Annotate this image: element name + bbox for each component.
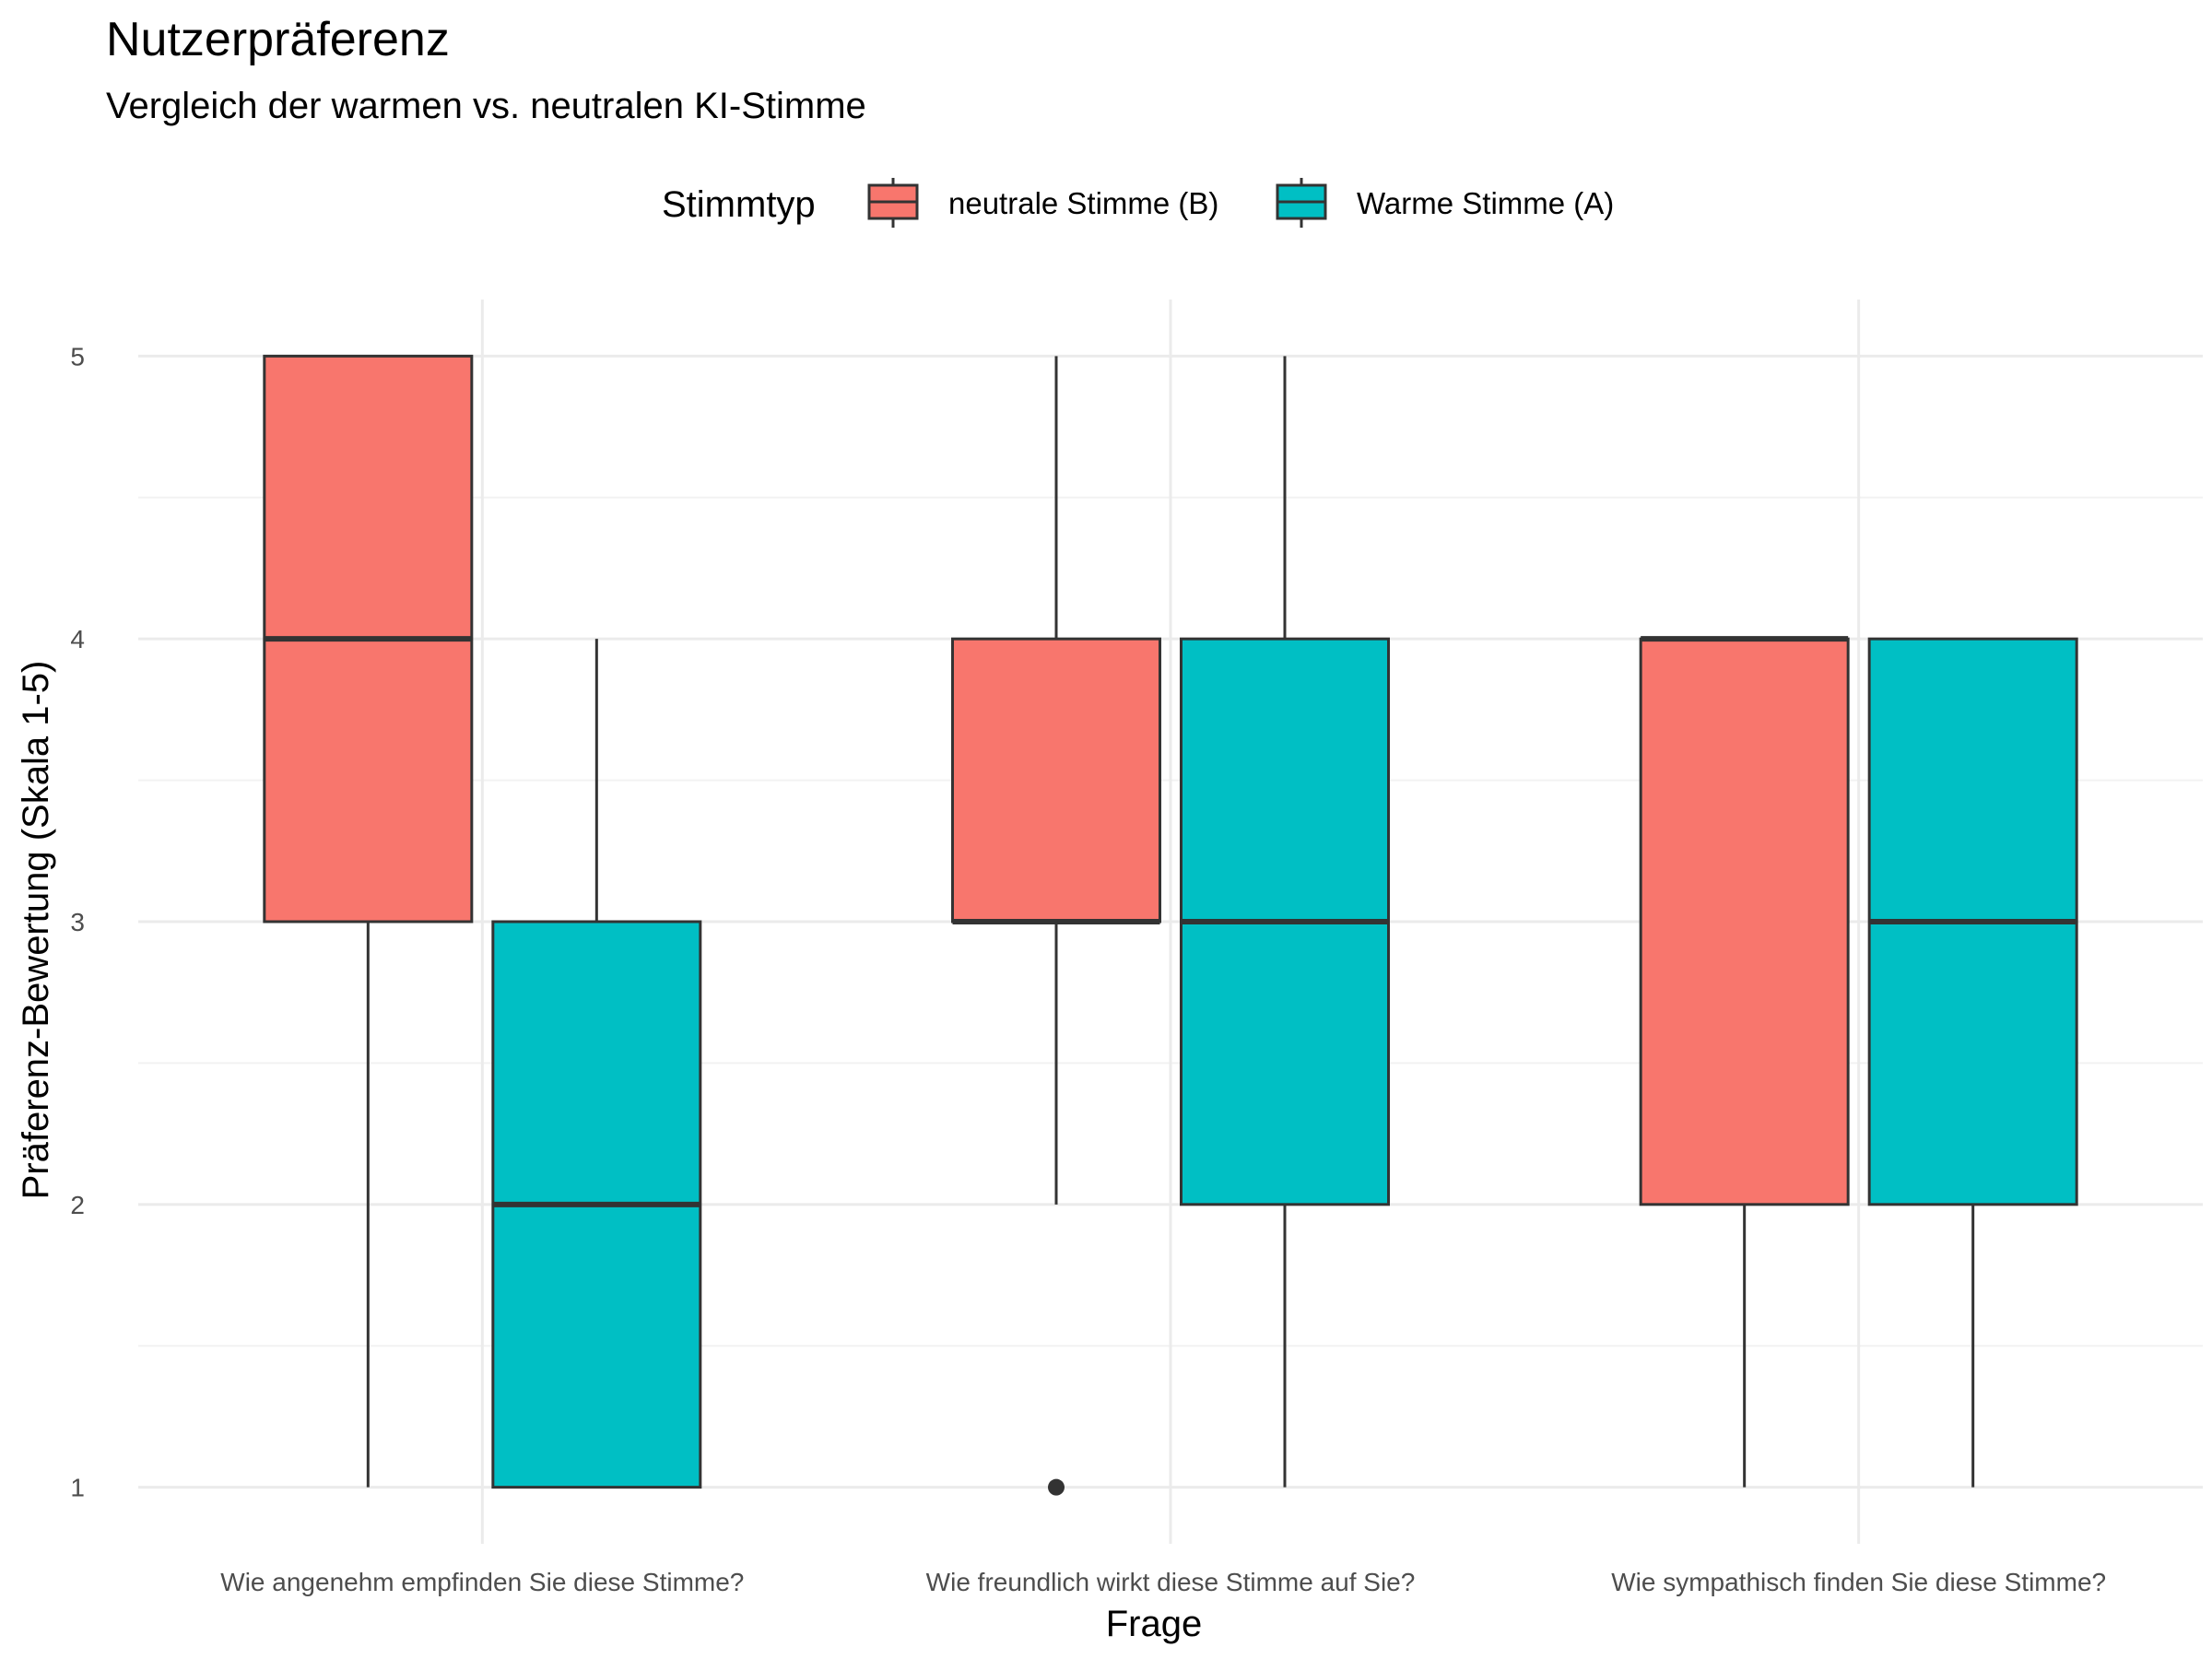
chart-subtitle: Vergleich der warmen vs. neutralen KI-St… <box>106 86 866 126</box>
y-tick-label: 1 <box>70 1474 85 1502</box>
grid <box>138 300 2203 1544</box>
x-tick-label: Wie sympathisch finden Sie diese Stimme? <box>1611 1568 2106 1596</box>
y-tick-label: 3 <box>70 908 85 936</box>
y-tick-label: 5 <box>70 342 85 371</box>
box-neutral-2 <box>951 356 1161 1496</box>
box-warm-3 <box>1867 637 2078 1488</box>
x-tick-label: Wie angenehm empfinden Sie diese Stimme? <box>220 1568 744 1596</box>
boxes <box>263 354 2078 1496</box>
legend-item-neutral: neutrale Stimme (B) <box>867 178 1218 228</box>
legend-title: Stimmtyp <box>662 184 816 225</box>
tick-labels: 1 2 3 4 5 Wie angenehm empfinden Sie diese St… <box>70 342 2106 1596</box>
legend: Stimmtyp neutrale Stimme (B) Warme Stimme … <box>662 178 1614 228</box>
box-warm-2 <box>1180 356 1390 1488</box>
box-neutral-3 <box>1639 636 1850 1488</box>
y-tick-label: 4 <box>70 625 85 653</box>
legend-item-warm: Warme Stimme (A) <box>1276 178 1614 228</box>
box-rect <box>1639 637 1850 1206</box>
x-tick-label: Wie freundlich wirkt diese Stimme auf Si… <box>926 1568 1416 1596</box>
legend-label: neutrale Stimme (B) <box>948 186 1218 220</box>
y-axis-title: Präferenz-Bewertung (Skala 1-5) <box>16 661 56 1200</box>
box-neutral-1 <box>263 354 474 1488</box>
x-axis-title: Frage <box>1106 1604 1203 1644</box>
y-tick-label: 2 <box>70 1191 85 1219</box>
outlier-point <box>1048 1478 1065 1496</box>
box-rect <box>951 637 1161 924</box>
box-warm-1 <box>491 639 702 1489</box>
legend-label: Warme Stimme (A) <box>1357 186 1614 220</box>
chart-title: Nutzerpräferenz <box>106 13 450 66</box>
